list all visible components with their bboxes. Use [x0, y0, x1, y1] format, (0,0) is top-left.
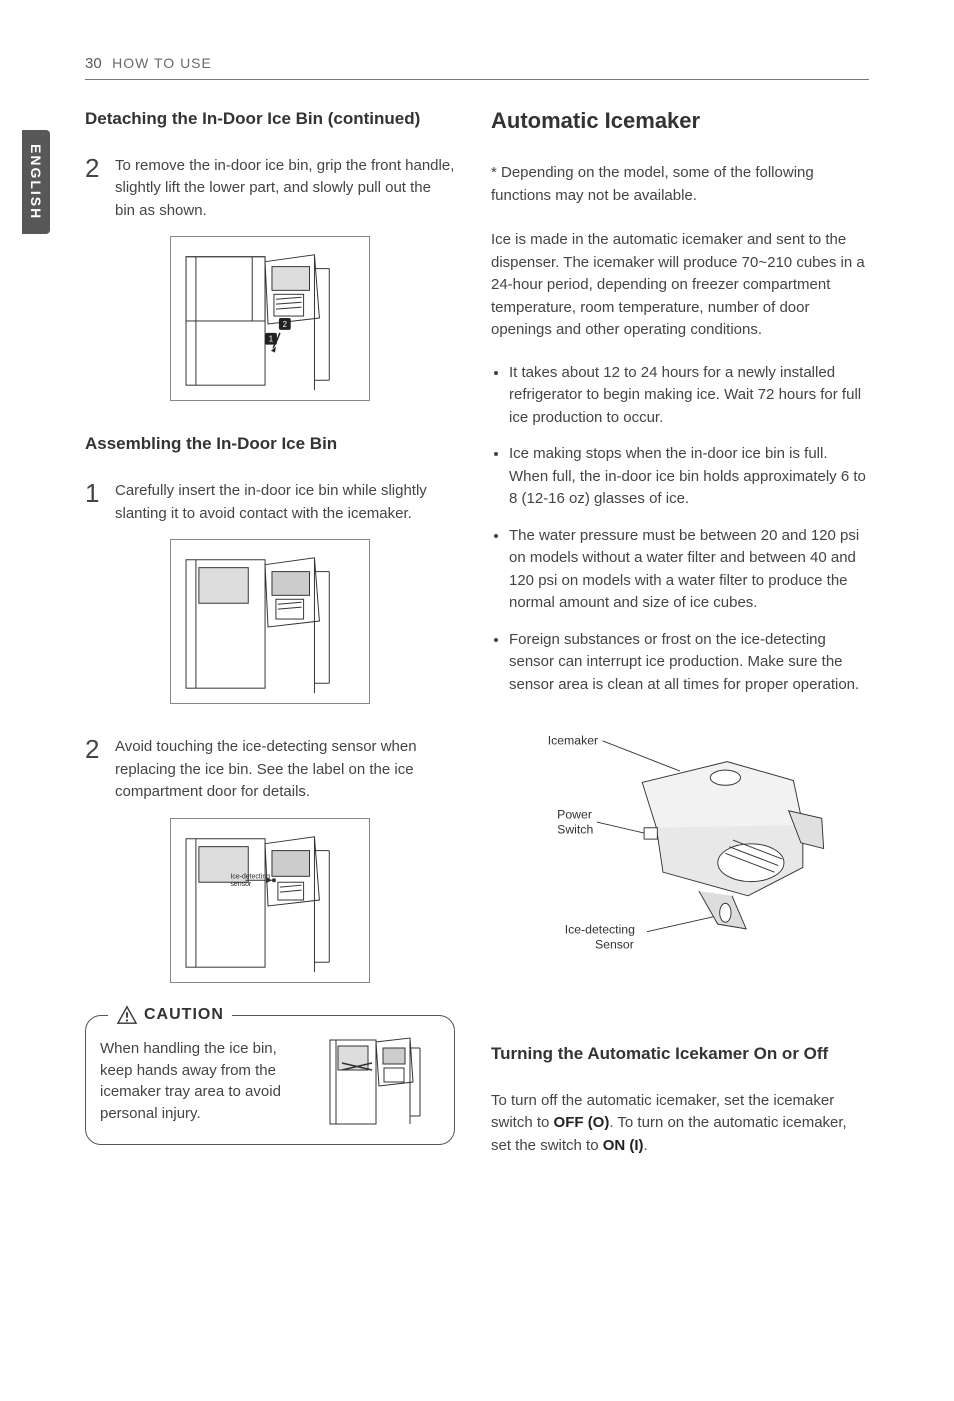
svg-text:Sensor: Sensor — [595, 938, 634, 952]
bullet-2: Ice making stops when the in-door ice bi… — [509, 443, 869, 511]
diagram-label-icemaker: Icemaker — [548, 734, 598, 748]
caution-figure — [320, 1030, 440, 1130]
svg-text:Ice-detecting: Ice-detecting — [230, 873, 270, 880]
step-number: 1 — [85, 480, 115, 525]
icemaker-bullets: It takes about 12 to 24 hours for a newl… — [491, 362, 869, 697]
caution-box: CAUTION When handling the ice bin, keep … — [85, 1015, 455, 1145]
diagram-label-sensor: Ice-detecting — [565, 923, 635, 937]
step-number: 2 — [85, 155, 115, 223]
left-column: Detaching the In-Door Ice Bin (continued… — [85, 108, 455, 1177]
page-header: 30 HOW TO USE — [85, 55, 869, 80]
caution-text: When handling the ice bin, keep hands aw… — [100, 1038, 310, 1125]
step-text: Carefully insert the in-door ice bin whi… — [115, 480, 455, 525]
onoff-paragraph: To turn off the automatic icemaker, set … — [491, 1090, 869, 1158]
detach-step-2: 2 To remove the in-door ice bin, grip th… — [85, 155, 455, 223]
language-tab: ENGLISH — [22, 130, 50, 234]
svg-text:2: 2 — [283, 320, 287, 329]
bullet-3: The water pressure must be between 20 an… — [509, 525, 869, 615]
svg-text:sensor: sensor — [230, 881, 251, 888]
detach-heading: Detaching the In-Door Ice Bin (continued… — [85, 108, 455, 131]
page-number: 30 — [85, 55, 102, 72]
diagram-label-power: Power — [557, 807, 592, 821]
assemble-heading: Assembling the In-Door Ice Bin — [85, 433, 455, 456]
assemble-figure-1 — [170, 539, 370, 704]
off-label: OFF (O) — [554, 1114, 610, 1131]
step-text: Avoid touching the ice-detecting sensor … — [115, 736, 455, 804]
intro-paragraph: Ice is made in the automatic icemaker an… — [491, 229, 869, 342]
bullet-1: It takes about 12 to 24 hours for a newl… — [509, 362, 869, 430]
warning-icon — [116, 1005, 138, 1025]
onoff-heading: Turning the Automatic Icekamer On or Off — [491, 1043, 869, 1066]
svg-text:1: 1 — [269, 335, 273, 344]
bullet-4: Foreign substances or frost on the ice-d… — [509, 629, 869, 697]
right-column: Automatic Icemaker * Depending on the mo… — [491, 108, 869, 1177]
caution-title: CAUTION — [144, 1006, 224, 1024]
svg-text:Switch: Switch — [557, 822, 593, 836]
assemble-figure-2: Ice-detecting sensor — [170, 818, 370, 983]
assemble-step-2: 2 Avoid touching the ice-detecting senso… — [85, 736, 455, 804]
on-label: ON (I) — [603, 1137, 644, 1154]
icemaker-diagram: Icemaker Power Switch Ice-detecting Sens… — [491, 718, 869, 998]
caution-label: CAUTION — [108, 1005, 232, 1025]
detach-figure: 2 1 — [170, 236, 370, 401]
step-number: 2 — [85, 736, 115, 804]
model-note: * Depending on the model, some of the fo… — [491, 162, 869, 207]
step-text: To remove the in-door ice bin, grip the … — [115, 155, 455, 223]
assemble-step-1: 1 Carefully insert the in-door ice bin w… — [85, 480, 455, 525]
section-title: HOW TO USE — [112, 55, 212, 71]
onoff-end: . — [644, 1137, 648, 1154]
automatic-icemaker-heading: Automatic Icemaker — [491, 108, 869, 134]
